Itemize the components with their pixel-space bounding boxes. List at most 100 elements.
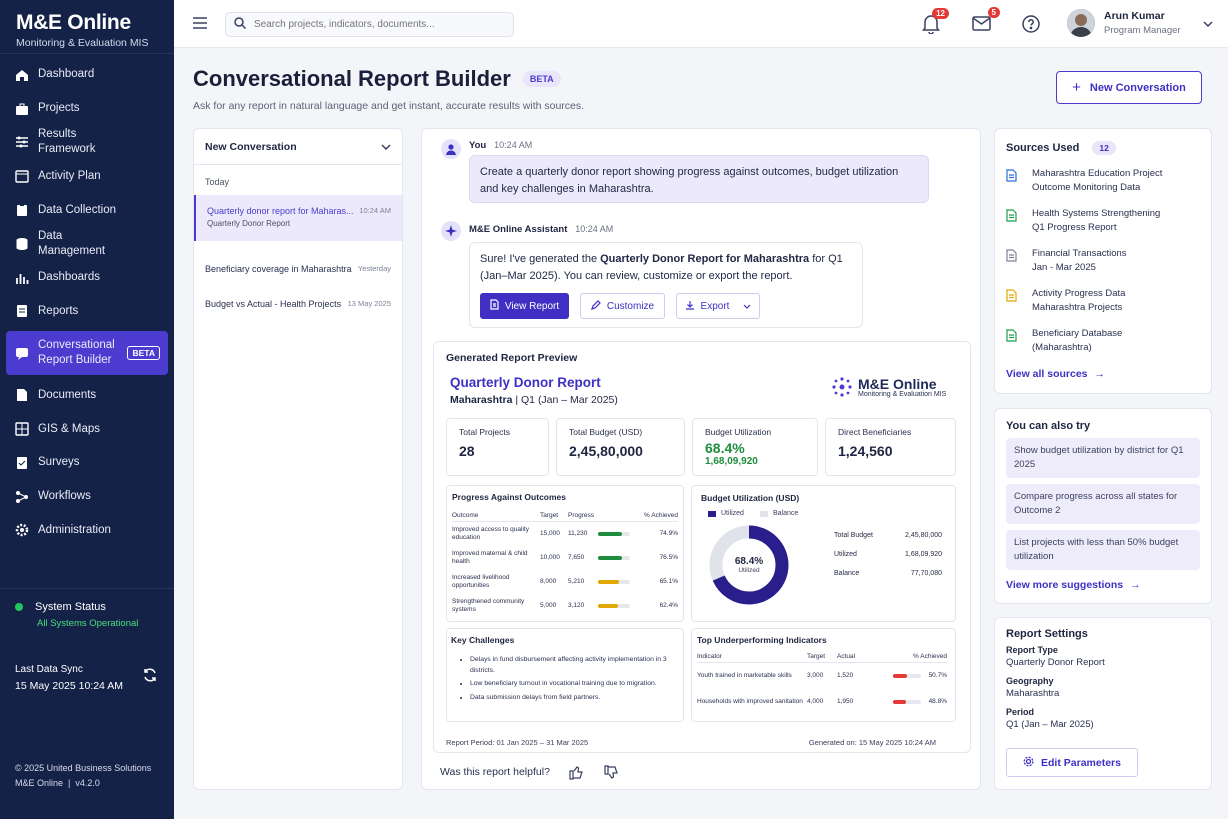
map-icon	[15, 422, 29, 436]
column-header: Target	[807, 651, 837, 663]
suggestions-panel: You can also try Show budget utilization…	[994, 408, 1212, 604]
source-subtitle: Maharashtra Projects	[1032, 302, 1123, 313]
sidebar-item-label: Projects	[38, 102, 80, 115]
pct-value: 50.7%	[928, 672, 947, 680]
user-role: Program Manager	[1104, 25, 1181, 36]
sidebar-item-label: Workflows	[38, 490, 91, 503]
actual-cell: 1,520	[837, 672, 854, 680]
export-button[interactable]: Export	[676, 293, 760, 319]
sidebar-item-dashboards[interactable]: Dashboards	[6, 261, 168, 295]
sidebar-item-surveys[interactable]: Surveys	[6, 446, 168, 480]
report-generated-footer: Generated on: 15 May 2025 10:24 AM	[808, 738, 936, 747]
refresh-icon[interactable]	[142, 667, 158, 688]
brand: M&E Online Monitoring & Evaluation MIS	[0, 0, 174, 54]
geography-label: Geography	[1006, 676, 1054, 686]
sidebar-item-label: Surveys	[38, 456, 80, 469]
calendar-icon	[15, 169, 29, 183]
workflow-icon	[15, 490, 29, 504]
source-item[interactable]: Health Systems Strengthening Q1 Progress …	[1006, 207, 1200, 235]
suggestion-chip[interactable]: List projects with less than 50% budget …	[1006, 530, 1200, 570]
help-icon[interactable]	[1022, 15, 1040, 38]
thumbs-up-icon[interactable]	[569, 765, 584, 785]
pct-cell: 76.5%	[659, 554, 678, 561]
sidebar-item-label: Data Management	[38, 229, 106, 257]
footer-version: v4.2.0	[75, 778, 100, 788]
report-settings-panel: Report Settings Report Type Quarterly Do…	[994, 617, 1212, 790]
suggestion-chip[interactable]: Show budget utilization by district for …	[1006, 438, 1200, 478]
pencil-icon	[590, 299, 601, 313]
notification-bell-icon[interactable]: 12	[922, 8, 949, 39]
sidebar-item-conversational-report-builder[interactable]: Conversational Report Builder BETA	[6, 331, 168, 376]
conversation-selector[interactable]: New Conversation	[194, 129, 402, 165]
assistant-name: M&E Online Assistant	[469, 224, 568, 235]
view-more-suggestions-link[interactable]: View more suggestions →	[1006, 579, 1141, 591]
legend-utilized: Utilized	[721, 510, 744, 517]
beta-badge: BETA	[522, 71, 561, 87]
view-report-button[interactable]: View Report	[480, 293, 569, 319]
kpi-card: Budget Utilization 68.4% 1,68,09,920	[692, 418, 818, 476]
actual-cell: 1,950	[837, 698, 854, 705]
feedback-question: Was this report helpful?	[440, 766, 550, 778]
conversation-item[interactable]: Quarterly donor report for Maharas... Qua…	[194, 195, 402, 241]
sidebar-item-reports[interactable]: Reports	[6, 295, 168, 329]
sidebar-item-projects[interactable]: Projects	[6, 92, 168, 126]
new-conversation-button[interactable]: + New Conversation	[1056, 71, 1202, 104]
app-title: M&E Online	[16, 11, 131, 34]
conversation-group-label: Today	[205, 177, 230, 187]
conversation-subtitle: Quarterly Donor Report	[207, 219, 291, 228]
kpi-card: Direct Beneficiaries 1,24,560	[825, 418, 956, 476]
challenges-panel: Key Challenges Delays in fund disburseme…	[446, 628, 684, 722]
source-subtitle: (Maharashtra)	[1032, 342, 1092, 353]
kpi-label: Total Projects	[459, 427, 511, 437]
sidebar-item-administration[interactable]: Administration	[6, 514, 168, 548]
budget-row-value: 2,45,80,000	[905, 532, 942, 539]
sidebar-item-data-management[interactable]: Data Management	[6, 227, 168, 261]
mail-icon[interactable]: 5	[972, 7, 1000, 36]
conversation-item[interactable]: Budget vs Actual - Health Projects 13 Ma…	[194, 286, 402, 321]
sidebar-item-documents[interactable]: Documents	[6, 378, 168, 412]
sidebar-item-workflows[interactable]: Workflows	[6, 480, 168, 514]
progress-cell: 3,120	[568, 594, 638, 618]
sidebar-item-label: Reports	[38, 304, 79, 317]
sidebar-item-results-framework[interactable]: Results Framework	[6, 126, 168, 160]
view-all-sources-link[interactable]: View all sources →	[1006, 368, 1105, 380]
sidebar: M&E Online Monitoring & Evaluation MIS D…	[0, 0, 174, 819]
chevron-down-icon	[743, 301, 751, 312]
sidebar-item-activity-plan[interactable]: Activity Plan	[6, 159, 168, 193]
report-icon	[15, 304, 29, 318]
budget-row-value: 1,68,09,920	[905, 551, 942, 558]
user-menu[interactable]: Arun Kumar Program Manager	[1067, 9, 1213, 37]
sidebar-item-data-collection[interactable]: Data Collection	[6, 193, 168, 227]
conversation-title: Beneficiary coverage in Maharashtra	[205, 263, 352, 274]
search-box	[225, 12, 514, 37]
sidebar-item-label: GIS & Maps	[38, 422, 100, 435]
source-title: Financial Transactions	[1032, 248, 1127, 259]
search-input[interactable]	[254, 19, 504, 30]
conversation-list: New Conversation Today Quarterly donor r…	[193, 128, 403, 790]
menu-icon[interactable]	[193, 16, 207, 34]
progress-panel: Progress Against Outcomes Outcome Target…	[446, 485, 684, 622]
source-item[interactable]: Financial Transactions Jan - Mar 2025	[1006, 247, 1200, 275]
edit-parameters-button[interactable]: Edit Parameters	[1006, 748, 1138, 777]
column-header: Actual	[837, 651, 867, 663]
kpi-card: Total Budget (USD) 2,45,80,000	[556, 418, 685, 476]
suggestion-chip[interactable]: Compare progress across all states for O…	[1006, 484, 1200, 524]
sidebar-item-dashboard[interactable]: Dashboard	[6, 58, 168, 92]
target-cell: 15,000	[540, 530, 560, 538]
sidebar-item-gis-maps[interactable]: GIS & Maps	[6, 412, 168, 446]
conversation-item[interactable]: Beneficiary coverage in Maharashtra Yest…	[194, 251, 402, 286]
page-title: Conversational Report Builder	[193, 66, 511, 91]
sidebar-item-label: Activity Plan	[38, 169, 101, 182]
underperforming-table: Indicator Target Actual % Achieved Youth…	[697, 651, 947, 715]
sidebar-item-label: Dashboards	[38, 271, 101, 284]
column-header: Outcome	[452, 510, 540, 522]
pct-cell: 50.7%	[867, 663, 947, 689]
source-item[interactable]: Activity Progress Data Maharashtra Projec…	[1006, 287, 1200, 315]
source-item[interactable]: Beneficiary Database (Maharashtra)	[1006, 327, 1200, 355]
customize-button[interactable]: Customize	[580, 293, 665, 319]
pct-bar	[892, 673, 921, 678]
thumbs-down-icon[interactable]	[604, 765, 619, 785]
chat-icon	[15, 346, 29, 361]
source-item[interactable]: Maharashtra Education Project Outcome Mon…	[1006, 167, 1200, 195]
budget-row-label: Utilized	[834, 551, 857, 558]
